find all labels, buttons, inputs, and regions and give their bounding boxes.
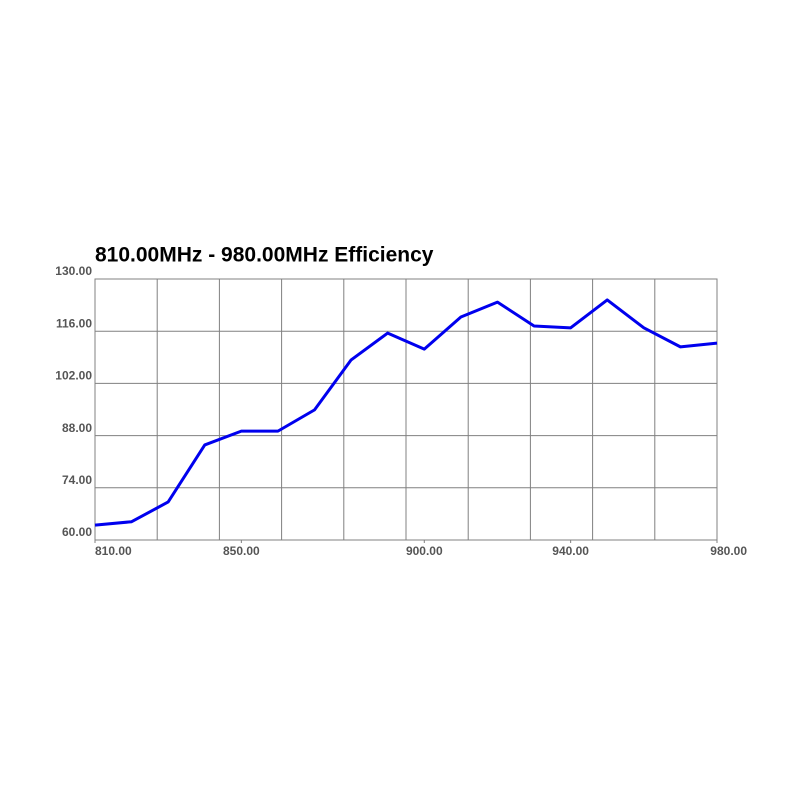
chart-title: 810.00MHz - 980.00MHz Efficiency [95, 244, 434, 267]
y-tick-label: 116.00 [56, 316, 92, 330]
x-tick-label: 940.00 [552, 544, 589, 558]
x-tick-label: 810.00 [95, 544, 132, 558]
x-tick-label: 850.00 [223, 544, 260, 558]
y-tick-label: 88.00 [62, 421, 92, 435]
x-tick-label: 980.00 [710, 544, 747, 558]
y-tick-label: 60.00 [62, 525, 92, 539]
plot-border [94, 278, 718, 541]
x-tick-label: 900.00 [406, 544, 443, 558]
y-tick-label: 102.00 [55, 369, 92, 383]
data-line [94, 298, 718, 527]
y-tick-label: 74.00 [62, 473, 92, 487]
y-tick-label: 130.00 [55, 264, 92, 278]
